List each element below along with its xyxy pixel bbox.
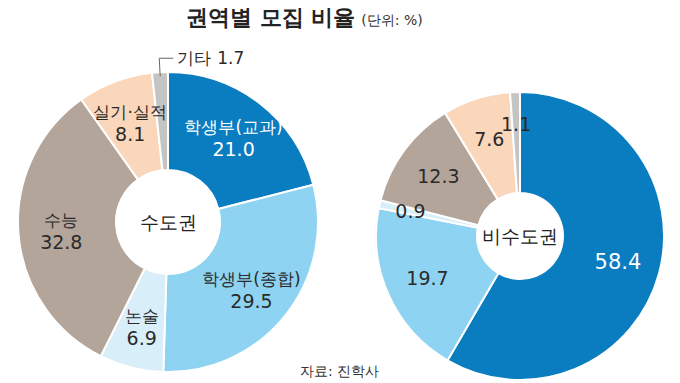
data-label: 1.1	[501, 113, 531, 135]
category-label: 수능	[44, 210, 78, 230]
center-hole	[478, 194, 562, 278]
category-label: 논술	[125, 306, 159, 326]
data-label: 7.6	[474, 128, 504, 150]
donut-chart	[18, 72, 318, 372]
data-label: 1.7	[217, 48, 244, 68]
data-label: 32.8	[40, 231, 82, 253]
leader-line	[159, 58, 173, 76]
category-label: 학생부(종합)	[202, 269, 300, 289]
data-label: 58.4	[595, 250, 642, 274]
data-label: 8.1	[115, 123, 145, 145]
data-label: 21.0	[212, 138, 254, 160]
center-hole	[117, 171, 219, 273]
data-label: 0.9	[395, 200, 425, 222]
pie-slice	[510, 92, 520, 193]
pie-slice	[81, 73, 162, 180]
data-label: 19.7	[406, 267, 448, 289]
category-label: 기타	[177, 48, 211, 68]
chart-canvas: 권역별 모집 비율 (단위: %) 자료: 진학사 수도권 학생부(교과)21.0 학생부…	[0, 0, 680, 383]
center-label: 수도권	[140, 211, 197, 233]
title: 권역별 모집 비율	[186, 5, 355, 30]
center-label: 비수도권	[482, 225, 558, 247]
donut-chart	[376, 92, 664, 380]
data-label: 12.3	[417, 165, 459, 187]
unit-label: (단위: %)	[361, 12, 422, 28]
category-label: 실기·실적	[93, 102, 166, 122]
data-label: 6.9	[127, 327, 157, 349]
source: 자료: 진학사	[300, 363, 379, 379]
category-label: 학생부(교과)	[184, 117, 282, 137]
pie-slice	[447, 92, 664, 380]
data-label: 29.5	[230, 290, 272, 312]
